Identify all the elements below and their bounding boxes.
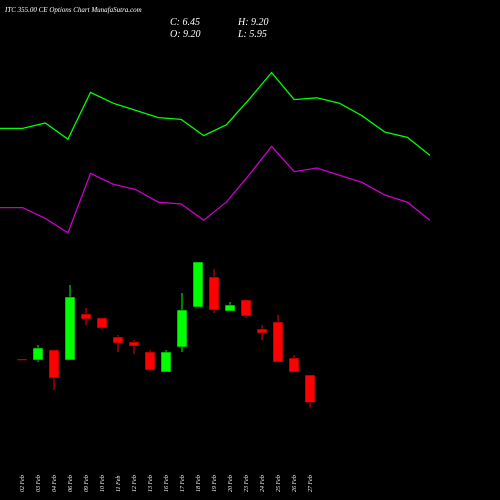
candle-body [144,351,156,371]
x-tick-label: 25 Feb [276,475,282,492]
x-tick-label: 12 Feb [132,475,138,492]
candle-body [176,309,188,348]
candle-body [272,321,284,363]
line-series [0,71,431,156]
candle-body [288,357,300,373]
high-label: H: 9.20 [237,17,269,28]
candle-body [192,261,204,308]
candle-body [48,349,60,379]
x-tick-label: 17 Feb [180,475,186,492]
candle-body [128,341,140,347]
x-tick-label: 03 Feb [36,475,42,492]
chart-title: ITC 355.00 CE Options Chart MunafaSutra.… [4,6,142,14]
candle-body [240,299,252,317]
x-tick-label: 11 Feb [116,476,122,492]
open-label: O: 9.20 [170,29,201,40]
low-label: L: 5.95 [237,29,267,40]
candle-body [112,336,124,344]
candle-body [16,358,28,361]
candle-body [208,276,220,311]
candle-body [64,296,76,361]
x-tick-label: 10 Feb [100,475,106,492]
close-label: C: 6.45 [170,17,200,28]
x-tick-label: 09 Feb [84,475,90,492]
x-tick-label: 26 Feb [292,475,298,492]
x-tick-label: 24 Feb [259,475,266,492]
x-tick-label: 18 Feb [196,475,202,492]
line-series [0,145,431,234]
x-tick-label: 13 Feb [148,475,154,492]
candle-body [96,317,108,329]
x-tick-label: 16 Feb [164,475,170,492]
candle-body [224,304,236,312]
candle-body [32,347,44,361]
candle-body [304,374,316,403]
x-tick-label: 19 Feb [212,475,218,492]
x-tick-label: 06 Feb [68,475,74,492]
candle-body [256,328,268,334]
x-tick-label: 23 Feb [244,475,250,492]
candle-body [80,313,92,320]
x-tick-label: 27 Feb [308,475,314,492]
x-tick-label: 20 Feb [228,475,234,492]
x-tick-label: 04 Feb [51,475,58,492]
candle-body [160,351,172,373]
x-tick-label: 02 Feb [20,475,26,492]
